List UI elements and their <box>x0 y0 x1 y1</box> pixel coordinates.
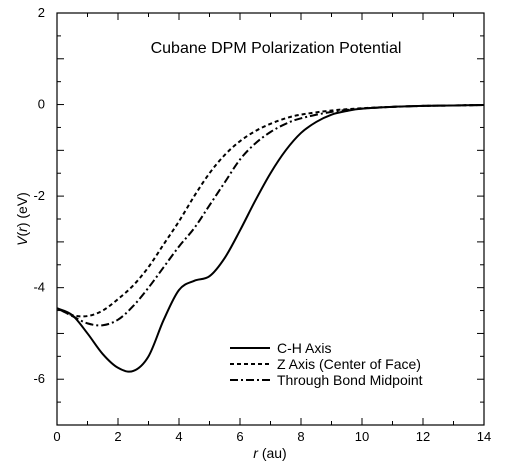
y-tick-label: -4 <box>33 280 45 295</box>
x-tick-label: 4 <box>175 429 182 444</box>
axis-tick-labels: 0 2 4 6 8 10 12 14 2 0 -2 -4 -6 <box>33 5 491 444</box>
x-axis-title: r (au) <box>253 445 286 461</box>
chart-title: Cubane DPM Polarization Potential <box>151 40 402 57</box>
series-lines <box>56 104 485 373</box>
x-tick-label: 10 <box>355 429 369 444</box>
x-tick-label: 6 <box>236 429 243 444</box>
legend-label-z-axis: Z Axis (Center of Face) <box>277 356 421 372</box>
x-tick-label: 12 <box>416 429 430 444</box>
x-tick-label: 14 <box>477 429 491 444</box>
legend-label-bond-midpoint: Through Bond Midpoint <box>277 372 423 388</box>
legend-label-ch-axis: C-H Axis <box>277 340 331 356</box>
series-z-axis <box>56 104 485 318</box>
y-tick-label: 0 <box>38 97 45 112</box>
y-tick-label: -6 <box>33 371 45 386</box>
legend: C-H Axis Z Axis (Center of Face) Through… <box>230 340 423 388</box>
x-tick-label: 8 <box>297 429 304 444</box>
y-tick-label: 2 <box>38 5 45 20</box>
y-tick-label: -2 <box>33 188 45 203</box>
x-tick-label: 2 <box>114 429 121 444</box>
axis-ticks <box>56 12 485 426</box>
series-ch-axis <box>56 104 485 373</box>
x-tick-label: 0 <box>53 429 60 444</box>
y-axis-title: V(r) (eV) <box>14 192 30 246</box>
series-bond-midpoint <box>56 104 485 327</box>
